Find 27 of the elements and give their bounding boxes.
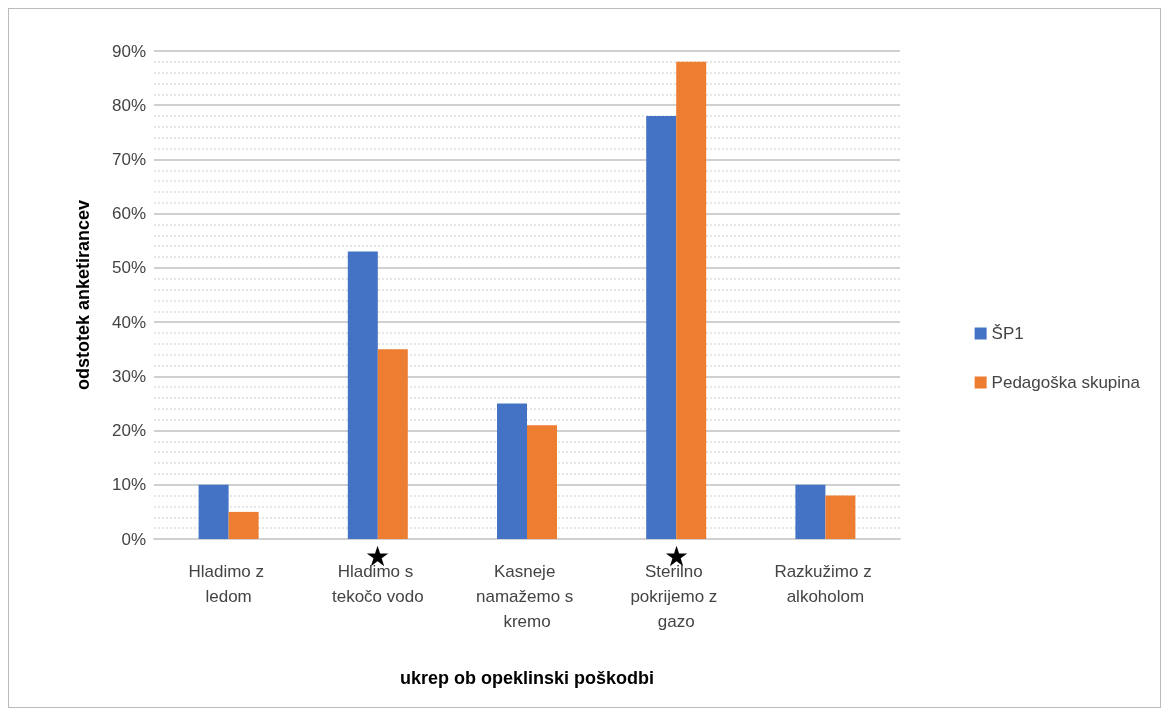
bar	[228, 511, 259, 539]
y-tick-label: 40%	[111, 312, 146, 332]
bar	[347, 251, 378, 539]
y-tick-label: 60%	[111, 204, 146, 224]
y-tick-label: 50%	[111, 258, 146, 278]
legend-label: ŠP1	[991, 324, 1024, 343]
x-tick-label: Razkužimo z alkoholom	[774, 562, 877, 606]
y-axis-title: odstotek anketirancev	[73, 199, 93, 391]
bar	[825, 495, 856, 539]
y-tick-label: 10%	[111, 475, 146, 495]
x-axis-title: ukrep ob opeklinski poškodbi	[399, 668, 655, 688]
bar	[795, 484, 826, 539]
bar	[676, 61, 707, 539]
y-tick-label: 70%	[111, 149, 146, 169]
x-tick-label: Hladimo z ledom	[188, 562, 269, 606]
legend-label: Pedagoška skupina	[991, 373, 1141, 392]
x-tick-label: Kasneje namažemo s kremo	[475, 562, 579, 631]
y-tick-label: 80%	[111, 95, 146, 115]
bar	[527, 425, 557, 539]
y-tick-label: 30%	[111, 366, 146, 386]
y-tick-label: 20%	[111, 421, 146, 441]
bar	[497, 403, 527, 539]
bar	[198, 484, 229, 539]
y-tick-label: 0%	[121, 529, 146, 549]
bar	[646, 116, 677, 539]
y-tick-label: 90%	[111, 41, 146, 61]
bar	[377, 349, 408, 539]
